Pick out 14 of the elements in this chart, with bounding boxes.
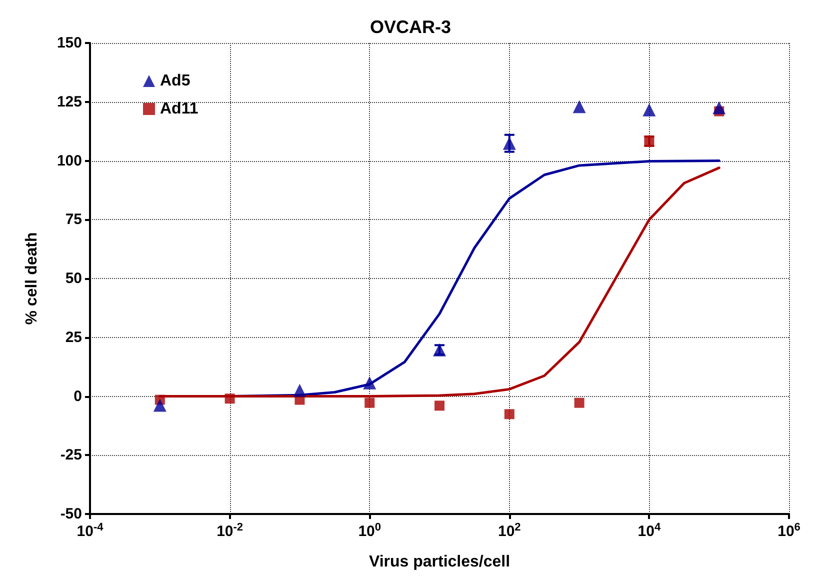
y-tick-label: 50 (65, 270, 82, 287)
y-axis-title: % cell death (24, 232, 40, 325)
x-axis-title: Virus particles/cell (368, 554, 510, 570)
legend-label: Ad11 (160, 100, 198, 118)
y-tick-label: 125 (56, 93, 82, 110)
y-tick-label: -25 (60, 446, 82, 464)
chart-title: OVCAR-3 (370, 17, 452, 37)
y-tick-label: -50 (60, 506, 82, 522)
y-tick-label: 0 (74, 388, 82, 405)
y-tick-label: 75 (65, 211, 82, 228)
y-tick-label: 25 (65, 328, 82, 346)
y-tick-label: 100 (56, 152, 82, 170)
legend-label: Ad5 (160, 72, 190, 90)
y-tick-label: 150 (56, 34, 82, 52)
